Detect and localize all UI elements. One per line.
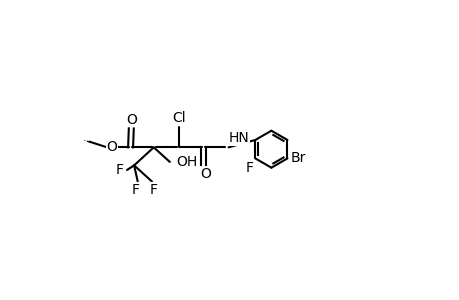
Text: F: F [132,183,140,197]
Text: F: F [150,183,157,197]
Text: F: F [115,163,123,176]
Text: OH: OH [176,155,197,169]
Text: O: O [106,140,117,154]
Text: F: F [245,161,253,175]
Text: O: O [200,167,210,181]
Text: HN: HN [228,131,249,146]
Text: Br: Br [291,152,306,165]
Text: Cl: Cl [172,111,185,125]
Text: O: O [126,112,136,127]
Text: methyl: methyl [84,139,88,141]
